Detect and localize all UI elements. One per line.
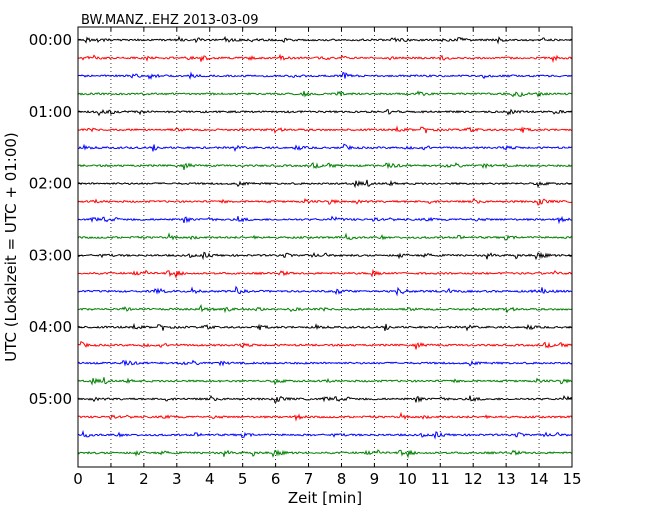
trace-line xyxy=(77,162,573,171)
vertical-gridlines xyxy=(110,27,540,467)
x-tick-label: 4 xyxy=(205,470,215,488)
trace-line xyxy=(77,340,573,350)
plot-frame xyxy=(77,26,573,468)
y-tick-label: 01:00 xyxy=(29,103,72,121)
x-tick-label: 9 xyxy=(370,470,380,488)
x-tick-label: 15 xyxy=(562,470,581,488)
trace-line xyxy=(77,251,573,261)
x-tick-label: 12 xyxy=(464,470,483,488)
trace-line xyxy=(77,179,573,189)
x-tick-label: 0 xyxy=(73,470,83,488)
trace-line xyxy=(77,232,573,241)
chart-title: BW.MANZ..EHZ 2013-03-09 xyxy=(81,13,259,28)
x-tick-label: 10 xyxy=(398,470,417,488)
x-tick-label: 1 xyxy=(106,470,116,488)
y-tick-label: 03:00 xyxy=(29,246,72,264)
trace-line xyxy=(77,359,573,367)
trace-line xyxy=(77,53,573,64)
trace-line xyxy=(77,285,573,297)
trace-line xyxy=(77,429,573,440)
x-tick-label: 14 xyxy=(530,470,549,488)
trace-line xyxy=(77,108,573,117)
trace-line xyxy=(77,35,573,45)
trace-line xyxy=(77,411,573,422)
y-tick-label: 04:00 xyxy=(29,318,72,336)
y-tick-label: 02:00 xyxy=(29,175,72,193)
trace-line xyxy=(77,394,573,404)
y-tick-label: 00:00 xyxy=(29,31,72,49)
trace-line xyxy=(77,268,573,280)
trace-line xyxy=(77,304,573,314)
y-tick-label: 05:00 xyxy=(29,390,72,408)
x-tick-label: 13 xyxy=(497,470,516,488)
x-tick-label: 7 xyxy=(304,470,314,488)
trace-line xyxy=(77,71,573,80)
trace-line xyxy=(77,322,573,332)
x-tick-label: 11 xyxy=(431,470,450,488)
trace-line xyxy=(77,143,573,152)
trace-line xyxy=(77,215,573,225)
trace-line xyxy=(77,125,573,134)
x-tick-label: 2 xyxy=(139,470,149,488)
trace-line xyxy=(77,90,573,98)
x-tick-label: 5 xyxy=(238,470,248,488)
x-tick-label: 6 xyxy=(271,470,281,488)
trace-line xyxy=(77,377,573,386)
x-axis-label: Zeit [min] xyxy=(288,489,362,507)
trace-line xyxy=(77,197,573,206)
x-tick-label: 3 xyxy=(172,470,182,488)
x-axis-ticks: 0 1 2 3 4 5 6 7 8 9 10 11 12 13 14 15 xyxy=(73,27,582,488)
y-axis-label: UTC (Lokalzeit = UTC + 01:00) xyxy=(2,132,20,362)
x-tick-label: 8 xyxy=(337,470,347,488)
trace-line xyxy=(77,449,573,459)
y-axis-ticks: 00:00 01:00 02:00 03:00 04:00 05:00 xyxy=(29,31,572,408)
seismogram-traces xyxy=(77,35,573,459)
